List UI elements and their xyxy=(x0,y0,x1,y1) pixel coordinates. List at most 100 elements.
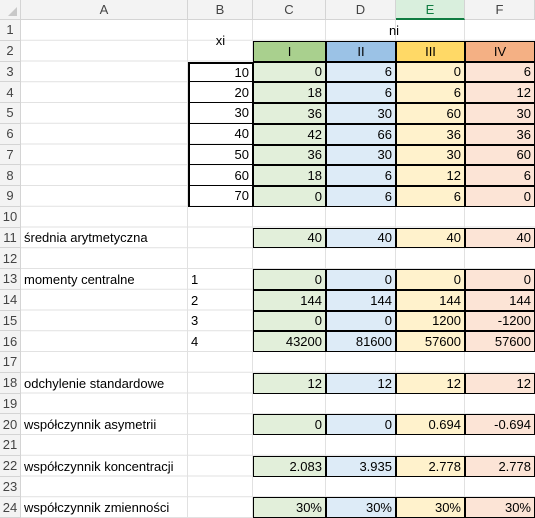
ni-cell[interactable]: 6 xyxy=(396,82,465,103)
row-header-22[interactable]: 22 xyxy=(0,455,21,477)
ni-header[interactable]: ni xyxy=(388,22,400,38)
row-header-4[interactable]: 4 xyxy=(0,82,21,103)
moment-value[interactable]: -1200 xyxy=(465,310,535,332)
mean-label[interactable]: średnia arytmetyczna xyxy=(24,230,148,246)
moment-value[interactable]: 0 xyxy=(396,269,465,290)
std-value[interactable]: 12 xyxy=(326,372,396,394)
ni-cell[interactable]: 30 xyxy=(326,144,396,166)
row-header-21[interactable]: 21 xyxy=(0,435,21,456)
row-header-24[interactable]: 24 xyxy=(0,497,21,518)
moment-value[interactable]: 0 xyxy=(326,269,396,290)
cv-value[interactable]: 30% xyxy=(253,497,326,518)
row-header-11[interactable]: 11 xyxy=(0,227,21,249)
group-header-i[interactable]: I xyxy=(253,40,326,62)
moment-value[interactable]: 144 xyxy=(326,289,396,311)
ni-cell[interactable]: 6 xyxy=(465,61,535,83)
row-header-12[interactable]: 12 xyxy=(0,248,21,269)
row-header-17[interactable]: 17 xyxy=(0,352,21,373)
kurt-value[interactable]: 3.935 xyxy=(326,455,396,477)
ni-cell[interactable]: 30 xyxy=(465,103,535,124)
column-header-c[interactable]: C xyxy=(253,0,326,20)
cv-label[interactable]: współczynnik zmienności xyxy=(24,500,170,516)
ni-cell[interactable]: 30 xyxy=(326,103,396,124)
moment-value[interactable]: 1200 xyxy=(396,310,465,332)
column-header-f[interactable]: F xyxy=(465,0,535,20)
ni-cell[interactable]: 60 xyxy=(396,103,465,124)
select-all-corner[interactable] xyxy=(0,0,21,20)
mean-value[interactable]: 40 xyxy=(253,227,326,249)
xi-cell[interactable]: 60 xyxy=(188,165,253,186)
ni-cell[interactable]: 36 xyxy=(253,144,326,166)
mean-value[interactable]: 40 xyxy=(396,227,465,249)
row-header-23[interactable]: 23 xyxy=(0,476,21,498)
ni-cell[interactable]: 6 xyxy=(326,82,396,103)
row-header-5[interactable]: 5 xyxy=(0,103,21,124)
moment-value[interactable]: 144 xyxy=(465,289,535,311)
row-header-13[interactable]: 13 xyxy=(0,269,21,290)
skew-value[interactable]: 0 xyxy=(326,414,396,435)
moment-value[interactable]: 0 xyxy=(253,269,326,290)
moment-value[interactable]: 81600 xyxy=(326,331,396,352)
row-header-16[interactable]: 16 xyxy=(0,331,21,352)
xi-cell[interactable]: 50 xyxy=(188,144,253,166)
row-header-6[interactable]: 6 xyxy=(0,123,21,145)
group-header-iii[interactable]: III xyxy=(396,40,465,62)
std-label[interactable]: odchylenie standardowe xyxy=(24,375,165,391)
std-value[interactable]: 12 xyxy=(253,372,326,394)
kurt-value[interactable]: 2.083 xyxy=(253,455,326,477)
ni-cell[interactable]: 18 xyxy=(253,82,326,103)
ni-cell[interactable]: 42 xyxy=(253,123,326,145)
row-header-15[interactable]: 15 xyxy=(0,310,21,332)
row-header-18[interactable]: 18 xyxy=(0,372,21,394)
row-header-1[interactable]: 1 xyxy=(0,20,21,41)
skew-value[interactable]: 0.694 xyxy=(396,414,465,435)
moment-order[interactable]: 1 xyxy=(191,271,199,287)
std-value[interactable]: 12 xyxy=(465,372,535,394)
moment-value[interactable]: 144 xyxy=(396,289,465,311)
mean-value[interactable]: 40 xyxy=(326,227,396,249)
ni-cell[interactable]: 60 xyxy=(465,144,535,166)
row-header-14[interactable]: 14 xyxy=(0,289,21,311)
moment-value[interactable]: 144 xyxy=(253,289,326,311)
xi-header[interactable]: xi xyxy=(215,33,226,49)
ni-cell[interactable]: 6 xyxy=(326,186,396,207)
ni-cell[interactable]: 66 xyxy=(326,123,396,145)
moment-value[interactable]: 43200 xyxy=(253,331,326,352)
ni-cell[interactable]: 36 xyxy=(253,103,326,124)
ni-cell[interactable]: 0 xyxy=(465,186,535,207)
xi-cell[interactable]: 70 xyxy=(188,186,253,207)
row-header-20[interactable]: 20 xyxy=(0,414,21,435)
ni-cell[interactable]: 6 xyxy=(396,186,465,207)
column-header-d[interactable]: D xyxy=(326,0,396,20)
cv-value[interactable]: 30% xyxy=(326,497,396,518)
cv-value[interactable]: 30% xyxy=(396,497,465,518)
row-header-2[interactable]: 2 xyxy=(0,40,21,62)
ni-cell[interactable]: 0 xyxy=(253,186,326,207)
std-value[interactable]: 12 xyxy=(396,372,465,394)
xi-cell[interactable]: 10 xyxy=(188,61,253,83)
row-header-3[interactable]: 3 xyxy=(0,61,21,83)
row-header-8[interactable]: 8 xyxy=(0,165,21,186)
ni-cell[interactable]: 36 xyxy=(396,123,465,145)
ni-cell[interactable]: 6 xyxy=(326,61,396,83)
skew-value[interactable]: 0 xyxy=(253,414,326,435)
ni-cell[interactable]: 36 xyxy=(465,123,535,145)
moment-value[interactable]: 57600 xyxy=(396,331,465,352)
xi-cell[interactable]: 20 xyxy=(188,82,253,103)
moment-order[interactable]: 2 xyxy=(191,292,199,308)
ni-cell[interactable]: 12 xyxy=(396,165,465,186)
moments-label[interactable]: momenty centralne xyxy=(24,271,135,287)
xi-cell[interactable]: 30 xyxy=(188,103,253,124)
row-header-10[interactable]: 10 xyxy=(0,206,21,228)
group-header-ii[interactable]: II xyxy=(326,40,396,62)
row-header-7[interactable]: 7 xyxy=(0,144,21,166)
mean-value[interactable]: 40 xyxy=(465,227,535,249)
ni-cell[interactable]: 6 xyxy=(326,165,396,186)
moment-value[interactable]: 57600 xyxy=(465,331,535,352)
moment-order[interactable]: 3 xyxy=(191,313,199,329)
ni-cell[interactable]: 30 xyxy=(396,144,465,166)
moment-value[interactable]: 0 xyxy=(465,269,535,290)
moment-value[interactable]: 0 xyxy=(326,310,396,332)
moment-value[interactable]: 0 xyxy=(253,310,326,332)
skew-label[interactable]: współczynnik asymetrii xyxy=(24,417,157,433)
